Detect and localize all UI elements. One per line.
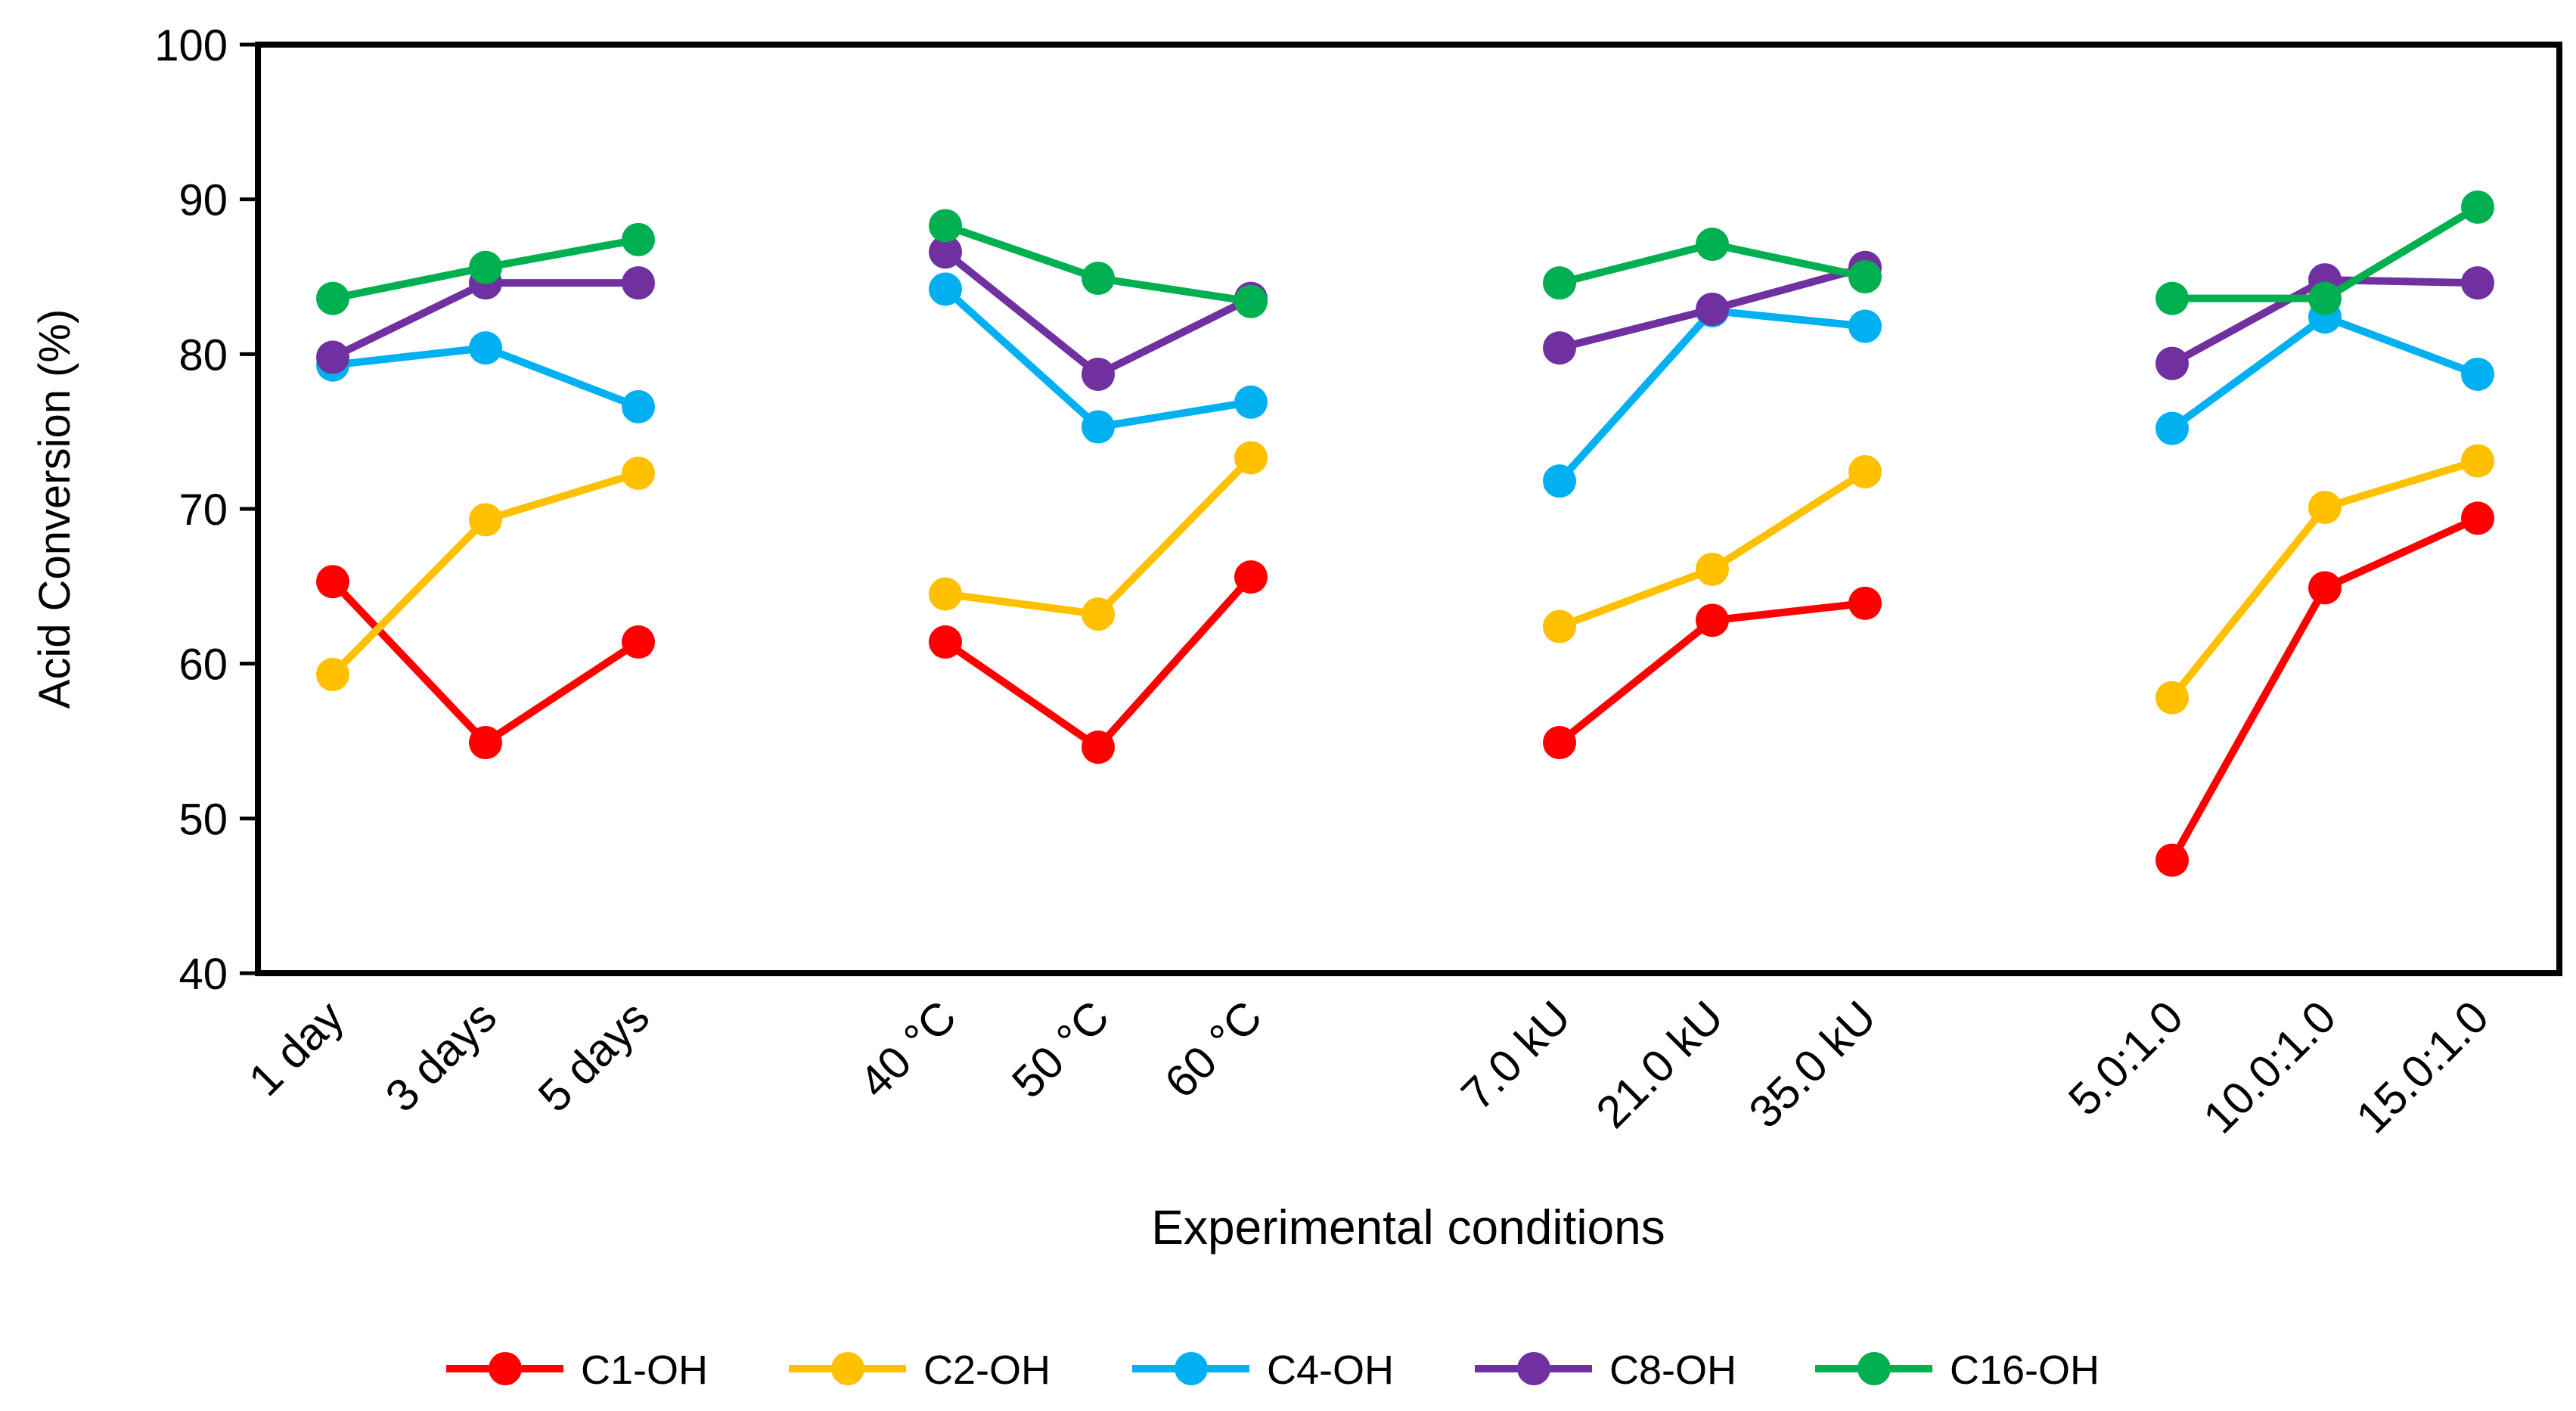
y-tick-label: 60 [178,640,228,690]
data-point [1234,284,1268,318]
data-point [2155,281,2189,315]
legend-item: C16-OH [1815,1347,2100,1393]
data-point [1234,560,1268,594]
data-point [1082,262,1115,296]
data-point [1543,266,1576,300]
data-point [1848,260,1882,293]
data-point [1696,292,1729,326]
data-point [1696,552,1729,586]
y-tick-label: 100 [154,21,228,70]
data-point [469,726,502,760]
data-point [929,625,962,659]
data-point [1848,309,1882,343]
data-point [316,657,349,691]
data-point [1234,385,1268,419]
data-point [622,389,655,423]
data-point [1543,609,1576,643]
data-point [929,272,962,306]
legend: C1-OH C2-OH C4-OH C8-OH C16-OH [446,1347,2100,1393]
data-point [2155,411,2189,445]
data-point [622,456,655,490]
y-tick-label: 90 [178,176,228,225]
y-tick-label: 40 [178,950,228,999]
legend-marker [831,1352,864,1385]
y-tick-label: 80 [178,330,228,380]
y-tick-label: 70 [178,485,228,535]
data-point [316,340,349,374]
data-point [2461,444,2494,478]
data-point [316,565,349,599]
plot-frame [255,42,2562,976]
data-point [1696,603,1729,637]
data-point [1234,441,1268,475]
data-point [929,577,962,611]
legend-marker [1175,1352,1208,1385]
y-tick-label: 50 [178,795,228,844]
series-c1-oh [316,501,2494,877]
series-c2-oh [316,441,2494,715]
data-point [1543,331,1576,365]
data-point [1696,228,1729,262]
data-point [1848,586,1882,620]
legend-item: C8-OH [1475,1347,1736,1393]
data-point [2155,346,2189,380]
data-point [622,266,655,300]
data-point [469,503,502,537]
data-point [469,250,502,284]
data-point [2155,681,2189,715]
y-axis-title: Acid Conversion (%) [30,309,79,709]
legend-item: C1-OH [446,1347,708,1393]
data-point [2155,843,2189,877]
data-point [316,281,349,315]
legend-label: C16-OH [1950,1347,2100,1393]
series-c4-oh [316,272,2494,498]
legend-marker [489,1352,522,1385]
series-c16-oh [316,190,2494,318]
y-axis: 40 50 60 70 80 90 100 [154,21,258,999]
data-point [929,235,962,269]
data-point [2308,571,2342,605]
data-point [2308,490,2342,524]
data-point [1082,597,1115,631]
data-point [1082,357,1115,391]
series-layer [316,190,2494,877]
data-point [1082,730,1115,764]
legend-label: C8-OH [1609,1347,1736,1393]
legend-label: C4-OH [1267,1347,1394,1393]
data-point [2308,281,2342,315]
legend-label: C2-OH [923,1347,1051,1393]
x-axis-title: Experimental conditions [1151,1200,1665,1254]
data-point [929,209,962,243]
legend-item: C2-OH [789,1347,1051,1393]
data-point [2461,357,2494,391]
data-point [2461,501,2494,535]
legend-item: C4-OH [1132,1347,1394,1393]
data-point [469,331,502,365]
data-point [2461,190,2494,224]
legend-marker [1517,1352,1550,1385]
data-point [622,222,655,256]
data-point [1848,454,1882,488]
data-point [2461,266,2494,300]
data-point [1543,464,1576,498]
data-point [622,625,655,659]
data-point [1543,726,1576,760]
legend-label: C1-OH [581,1347,708,1393]
legend-marker [1858,1352,1891,1385]
data-point [1082,410,1115,444]
